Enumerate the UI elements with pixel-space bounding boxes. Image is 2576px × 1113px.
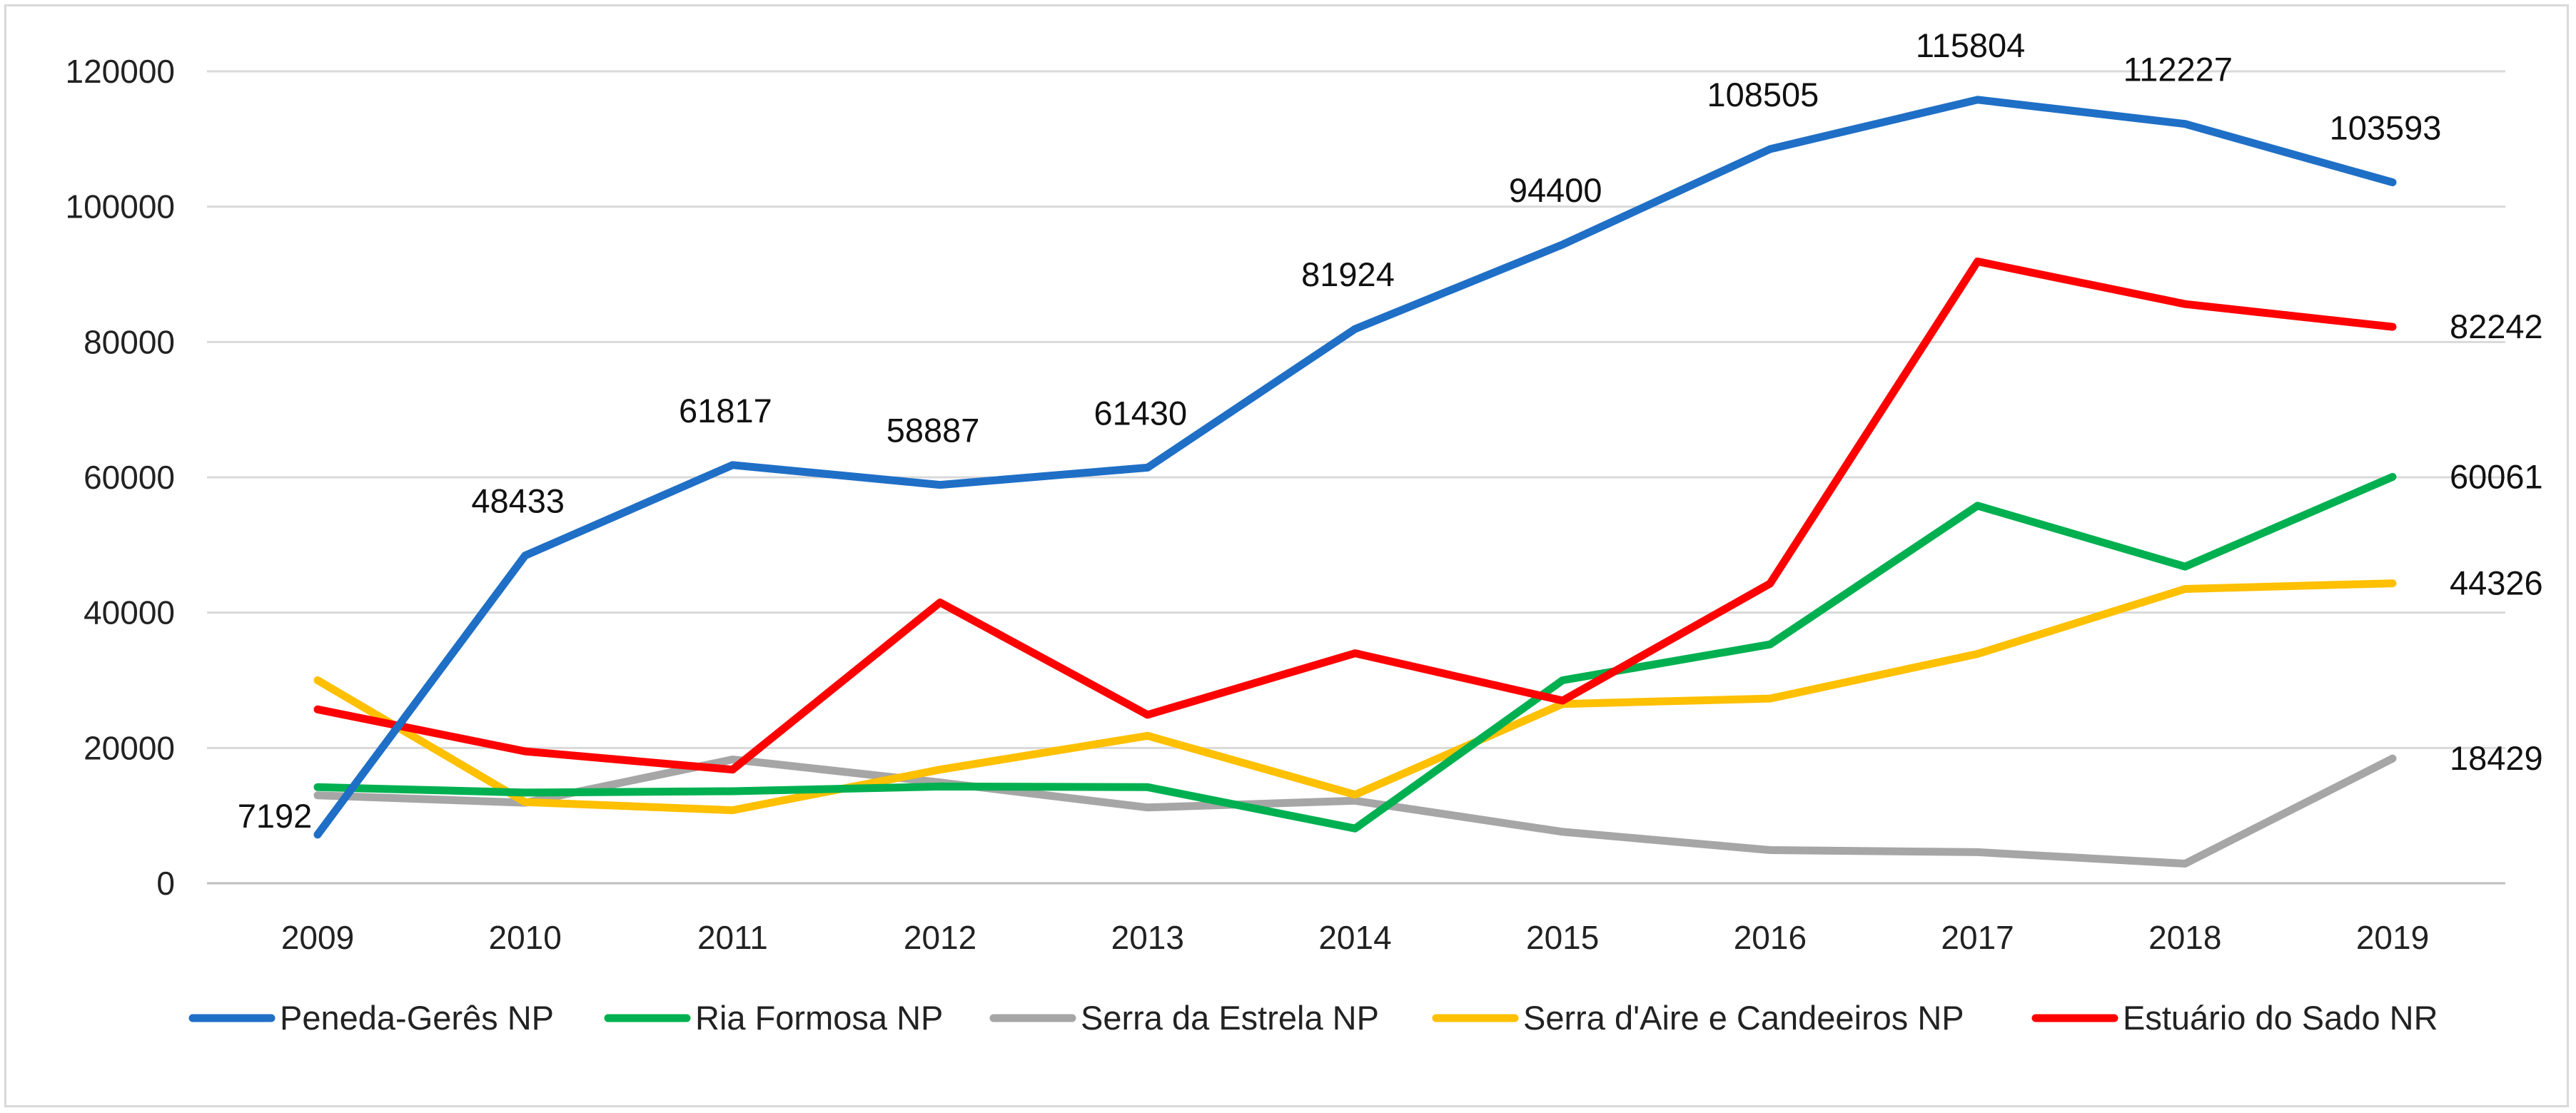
series-lines [313, 96, 2397, 868]
y-tick-label: 120000 [66, 53, 176, 90]
x-tick-label: 2014 [1318, 919, 1391, 956]
data-label: 18429 [2450, 739, 2543, 777]
data-label: 48433 [471, 482, 565, 520]
legend-label: Estuário do Sado NR [2123, 999, 2438, 1037]
legend-label: Ria Formosa NP [695, 999, 943, 1037]
legend-label: Serra d'Aire e Candeeiros NP [1523, 999, 1964, 1037]
x-tick-label: 2009 [281, 919, 354, 956]
data-label: 112227 [2123, 51, 2233, 88]
series-line-serra-da-estrela-np [313, 754, 2397, 868]
x-tick-label: 2017 [1941, 919, 2014, 956]
y-tick-label: 40000 [84, 594, 175, 631]
series-line-ria-formosa-np [313, 472, 2397, 833]
x-tick-label: 2019 [2356, 919, 2429, 956]
series-line-serra-d-aire-e-candeeiros-np [313, 579, 2397, 815]
data-label: 60061 [2450, 457, 2543, 495]
series-line-peneda-ger-s-np [313, 96, 2397, 839]
data-label: 61430 [1093, 394, 1187, 432]
y-tick-label: 0 [156, 865, 175, 902]
x-tick-label: 2010 [489, 919, 562, 956]
data-labels: 7192 48433 61817 58887 61430 81924 94400 108505… [238, 26, 2543, 835]
data-label: 81924 [1301, 255, 1395, 293]
y-tick-label: 80000 [84, 323, 175, 360]
data-label: 103593 [2330, 109, 2442, 147]
y-tick-label: 60000 [84, 459, 175, 496]
legend-label: Peneda-Gerês NP [280, 999, 554, 1037]
y-tick-label: 20000 [84, 729, 175, 766]
data-label: 58887 [887, 412, 980, 449]
x-tick-label: 2011 [697, 919, 768, 956]
series-line-estu-rio-do-sado-nr [313, 258, 2397, 774]
x-tick-label: 2013 [1111, 919, 1184, 956]
data-label: 94400 [1509, 171, 1602, 209]
data-label: 44326 [2450, 564, 2543, 602]
data-label: 7192 [238, 797, 313, 835]
data-label: 115804 [1916, 26, 2025, 64]
legend: Peneda-Gerês NP Ria Formosa NP Serra da Es… [188, 999, 2438, 1037]
legend-label: Serra da Estrela NP [1081, 999, 1379, 1037]
data-label: 82242 [2450, 308, 2543, 345]
axes: 0 20000 40000 60000 80000 100000 120000 2009 201… [66, 53, 2430, 956]
x-tick-label: 2012 [904, 919, 976, 956]
x-tick-label: 2016 [1734, 919, 1807, 956]
x-tick-label: 2015 [1526, 919, 1599, 956]
gridlines [207, 70, 2505, 885]
y-tick-label: 100000 [66, 188, 176, 225]
x-tick-label: 2018 [2148, 919, 2221, 956]
data-label: 61817 [679, 392, 772, 430]
data-label: 108505 [1707, 76, 1819, 113]
